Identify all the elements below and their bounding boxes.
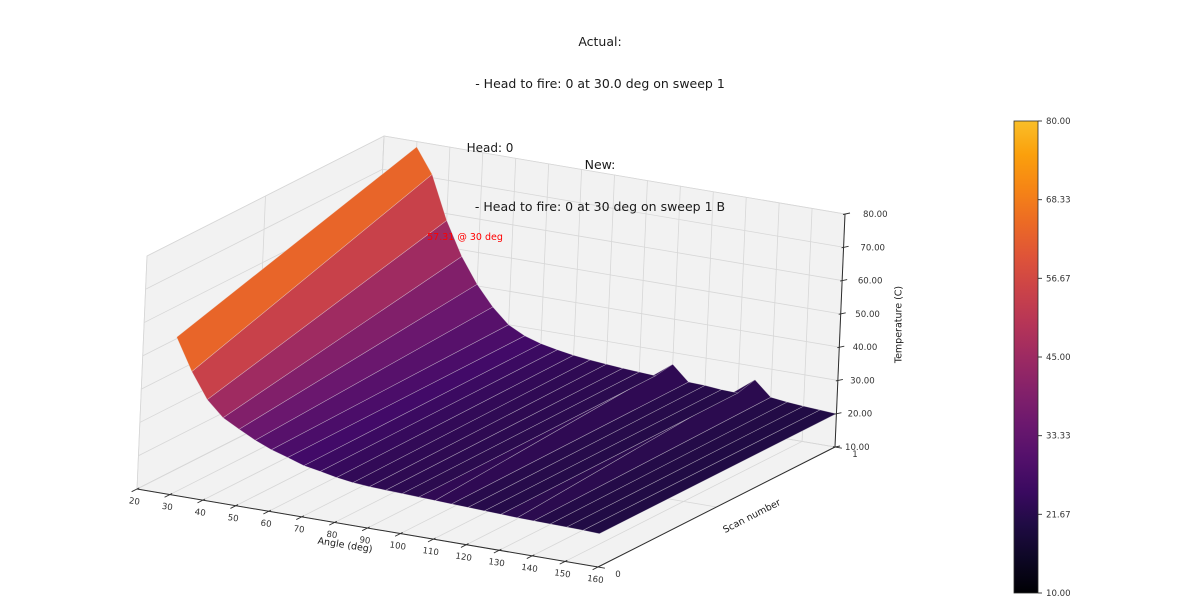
x-tick-mark (329, 520, 338, 526)
x-tick-mark (427, 537, 436, 543)
x-tick-mark (460, 543, 469, 548)
z-tick-mark (841, 245, 849, 249)
grid-line-y (136, 255, 148, 490)
x-tick-label: 160 (586, 574, 604, 586)
surface-quad (417, 363, 673, 501)
y-tick-mark (595, 566, 605, 569)
x-tick-label: 60 (260, 519, 272, 530)
suptitle-new-header: New: (584, 157, 616, 172)
y-axis-spine (597, 446, 836, 568)
suptitle-actual-header: Actual: (578, 34, 622, 49)
peak-annotation: 57.31 @ 30 deg (427, 232, 503, 243)
x-tick-mark (263, 509, 272, 515)
suptitle-actual-detail: - Head to fire: 0 at 30.0 deg on sweep 1 (475, 76, 725, 91)
colorbar-tick-label: 10.00 (1046, 589, 1071, 599)
grid-line-x (801, 208, 813, 442)
x-tick-mark (394, 532, 403, 537)
x-tick-label: 130 (488, 557, 506, 569)
z-tick-mark (842, 212, 851, 215)
z-tick-mark (834, 412, 842, 415)
colorbar-tick-label: 68.33 (1046, 196, 1071, 206)
x-tick-label: 110 (422, 546, 440, 558)
surface-quad (532, 396, 789, 525)
x-tick-label: 70 (293, 524, 305, 535)
colorbar-tick-label: 21.67 (1046, 510, 1071, 520)
x-tick-label: 90 (359, 535, 371, 546)
colorbar-tick-label: 33.33 (1046, 432, 1071, 442)
z-tick-label: 30.00 (850, 376, 875, 386)
surface-quad (238, 283, 494, 441)
grid-line-x (768, 202, 780, 436)
x-tick-mark (164, 493, 173, 498)
colorbar-tick-label: 56.67 (1046, 274, 1071, 284)
x-tick-label: 150 (554, 568, 572, 580)
x-tick-mark (361, 526, 370, 532)
z-axis-spine (834, 213, 846, 448)
z-tick-mark (835, 378, 843, 382)
x-tick-mark (131, 487, 140, 493)
suptitle-gap (0, 119, 1200, 130)
z-tick-label: 60.00 (858, 277, 883, 287)
z-tick-label: 80.00 (863, 210, 888, 220)
x-tick-mark (493, 548, 502, 554)
suptitle: Actual: - Head to fire: 0 at 30.0 deg on… (0, 7, 1200, 242)
z-axis-label: Temperature (C) (893, 285, 905, 364)
z-tick-mark (832, 445, 841, 448)
y-tick-label: 0 (615, 570, 620, 580)
z-tick-mark (840, 279, 848, 282)
z-tick-label: 20.00 (848, 410, 873, 420)
x-tick-label: 80 (326, 530, 338, 541)
x-tick-label: 40 (194, 507, 206, 518)
suptitle-new-detail: - Head to fire: 0 at 30 deg on sweep 1 B (474, 199, 726, 214)
x-tick-mark (592, 565, 601, 571)
colorbar-tick-label: 45.00 (1046, 353, 1071, 363)
x-tick-mark (526, 554, 535, 559)
x-tick-label: 140 (521, 563, 539, 575)
x-tick-mark (197, 498, 206, 504)
z-tick-label: 70.00 (860, 243, 885, 253)
z-tick-mark (837, 345, 845, 349)
surface-quad (286, 335, 542, 466)
x-tick-mark (296, 515, 305, 520)
z-tick-label: 10.00 (845, 443, 870, 453)
x-tick-mark (230, 504, 239, 509)
colorbar-gradient (1013, 120, 1039, 594)
x-tick-label: 30 (161, 502, 173, 513)
z-tick-label: 50.00 (855, 310, 880, 320)
x-tick-label: 100 (389, 540, 407, 552)
z-tick-label: 40.00 (853, 343, 878, 353)
colorbar-tick-label: 80.00 (1046, 117, 1071, 127)
x-tick-label: 20 (128, 496, 140, 507)
x-tick-label: 120 (455, 552, 473, 564)
surface-quad (176, 146, 433, 372)
y-tick-label: 1 (852, 450, 857, 460)
surface-quad (368, 363, 624, 491)
axes-title: Head: 0 (466, 141, 514, 155)
x-tick-mark (559, 559, 568, 565)
x-tick-label: 50 (227, 513, 239, 524)
z-tick-mark (838, 312, 846, 315)
